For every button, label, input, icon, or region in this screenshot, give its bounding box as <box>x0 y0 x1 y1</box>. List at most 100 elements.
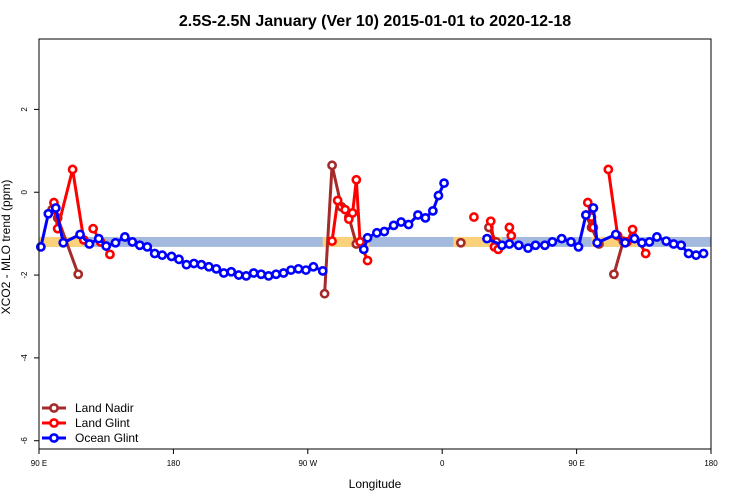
ocean-glint-point <box>58 237 69 248</box>
x-tick-label: 90 W <box>298 459 317 468</box>
ocean-glint-point <box>301 265 311 275</box>
land-nadir-point <box>455 237 466 248</box>
ocean-glint-point <box>293 263 304 274</box>
ocean-glint-point <box>248 268 259 278</box>
land-glint-point <box>603 164 614 175</box>
ocean-glint-point <box>358 244 369 255</box>
ocean-glint-point <box>388 220 399 231</box>
ocean-glint-point <box>403 219 414 230</box>
x-tick-label: 180 <box>704 459 718 468</box>
ocean-glint-point <box>308 261 319 272</box>
x-tick-label: 90 E <box>31 459 47 468</box>
ocean-glint-series <box>35 178 709 281</box>
ocean-glint-point <box>241 270 252 281</box>
y-axis-label: XCO2 - MLO trend (ppm) <box>0 180 13 315</box>
land-glint-line <box>52 167 86 241</box>
land-glint-point <box>327 236 337 247</box>
ocean-glint-point <box>676 240 687 251</box>
ocean-glint-point <box>35 241 46 252</box>
ocean-glint-point <box>110 237 121 248</box>
ocean-glint-point <box>413 210 423 220</box>
ocean-glint-point <box>420 213 431 223</box>
land-nadir-point <box>609 269 619 280</box>
ocean-glint-point <box>189 258 199 269</box>
ocean-glint-point <box>592 237 603 248</box>
land-glint-point <box>355 237 365 247</box>
y-tick-label: 0 <box>20 189 29 194</box>
land-glint-point <box>88 223 99 234</box>
legend-ocean-glint-label: Ocean Glint <box>75 431 139 445</box>
land-glint-point <box>340 204 351 215</box>
ocean-glint-point <box>547 237 558 247</box>
ocean-glint-point <box>256 269 267 280</box>
ocean-glint-point <box>620 237 631 248</box>
ocean-glint-point <box>683 248 694 259</box>
ocean-glint-point <box>379 226 390 237</box>
land-glint-point <box>362 255 373 266</box>
legend-land-nadir-label: Land Nadir <box>75 401 134 415</box>
y-tick-label: -6 <box>20 437 29 445</box>
ocean-glint-point <box>84 239 95 249</box>
land-glint-point <box>485 216 496 227</box>
land-glint-point <box>67 164 78 175</box>
ocean-glint-point <box>157 250 168 261</box>
ocean-glint-point <box>497 240 507 251</box>
y-tick-label: -2 <box>20 271 29 279</box>
ocean-glint-point <box>278 268 289 278</box>
ocean-glint-point <box>50 203 61 213</box>
ocean-glint-point <box>181 259 192 270</box>
ocean-glint-point <box>75 229 85 240</box>
ocean-glint-point <box>698 248 709 259</box>
ocean-glint-point <box>651 232 662 242</box>
ocean-glint-point <box>629 233 640 244</box>
ocean-glint-point <box>482 233 492 244</box>
ocean-glint-point <box>644 237 655 247</box>
land-glint-point <box>347 208 358 218</box>
ocean-glint-point <box>504 239 515 249</box>
ocean-glint-point <box>286 265 296 275</box>
ocean-glint-point <box>271 269 281 280</box>
ocean-glint-point <box>196 259 207 270</box>
land-glint-point <box>469 212 479 222</box>
ocean-glint-point <box>119 232 130 242</box>
land-glint-point <box>627 224 638 235</box>
x-tick-label: 0 <box>440 459 445 468</box>
ocean-glint-point <box>218 268 229 278</box>
ocean-glint-point <box>581 210 591 220</box>
ocean-glint-point <box>233 270 244 280</box>
reference-band <box>591 236 639 247</box>
ocean-glint-point <box>149 248 160 259</box>
ocean-glint-point <box>93 233 104 244</box>
ocean-glint-point <box>101 241 112 251</box>
reference-band <box>453 236 502 247</box>
ocean-glint-point <box>203 261 214 272</box>
plot-frame <box>38 38 712 450</box>
ocean-glint-point <box>211 263 222 274</box>
ocean-glint-point <box>539 240 550 251</box>
reference-band <box>322 236 370 247</box>
y-tick-label: -4 <box>20 354 29 362</box>
ocean-glint-point <box>433 190 444 201</box>
land-glint-point <box>332 195 343 206</box>
ocean-glint-point <box>127 237 138 247</box>
ocean-glint-point <box>530 240 541 251</box>
land-glint-point <box>105 249 115 260</box>
ocean-glint-point <box>317 266 328 276</box>
legend-land-glint-label: Land Glint <box>75 416 130 430</box>
ocean-glint-point <box>523 243 533 254</box>
ocean-glint-point <box>668 239 679 249</box>
land-glint-point <box>506 230 517 241</box>
legend-ocean-glint-swatch-marker <box>49 433 59 443</box>
legend-land-glint-swatch-marker <box>49 418 59 428</box>
land-glint-point <box>351 174 362 185</box>
land-glint-point <box>504 222 515 233</box>
ocean-glint-point <box>513 240 524 251</box>
x-tick-label: 90 E <box>568 459 584 468</box>
ocean-glint-point <box>637 237 647 248</box>
land-nadir-point <box>73 269 84 280</box>
ocean-glint-point <box>134 240 145 251</box>
ocean-glint-point <box>263 270 274 281</box>
